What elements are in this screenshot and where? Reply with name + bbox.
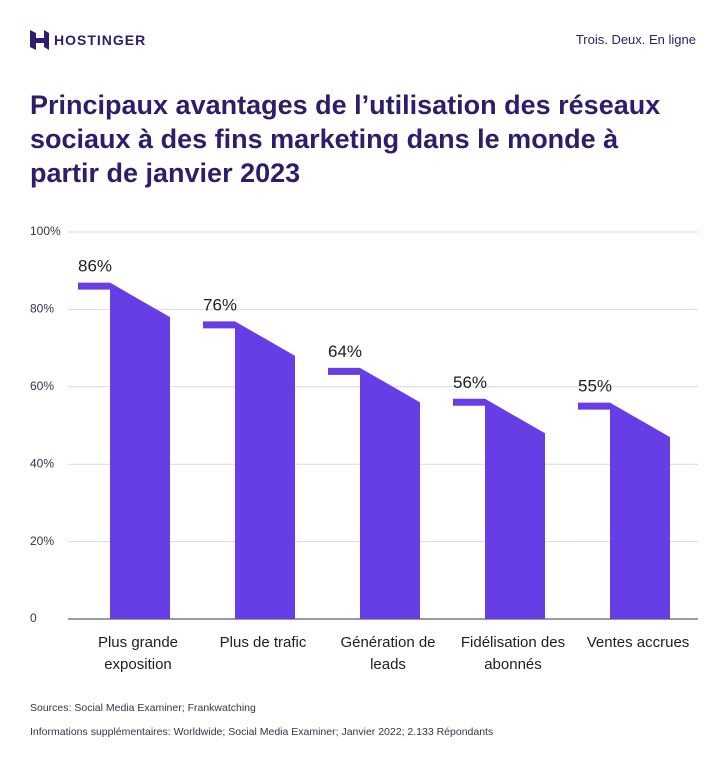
value-label: 76% xyxy=(203,295,237,314)
y-tick-label: 100% xyxy=(30,224,61,238)
tagline: Trois. Deux. En ligne xyxy=(575,32,696,47)
value-label: 86% xyxy=(78,257,112,276)
info: Informations supplémentaires: Worldwide;… xyxy=(30,726,494,738)
logo xyxy=(30,30,49,50)
y-tick-label: 40% xyxy=(30,456,54,470)
brand: HOSTINGER xyxy=(54,32,147,48)
x-tick-label: Génération de leads xyxy=(340,634,436,673)
value-label: 64% xyxy=(328,342,362,361)
y-tick-label: 20% xyxy=(30,534,54,548)
value-label: 56% xyxy=(453,373,487,392)
y-tick-label: 80% xyxy=(30,302,54,316)
y-tick-label: 0 xyxy=(30,611,37,625)
x-tick-label: Plus de trafic xyxy=(219,634,307,651)
bar xyxy=(453,398,545,619)
x-tick-label: Fidélisation des abonnés xyxy=(460,634,566,673)
y-tick-label: 60% xyxy=(30,379,54,393)
bar xyxy=(578,402,670,619)
sources: Sources: Social Media Examiner; Frankwat… xyxy=(30,702,256,714)
x-tick-label: Plus grande exposition xyxy=(97,634,179,673)
value-label: 55% xyxy=(578,377,612,396)
bar xyxy=(328,367,420,619)
bar xyxy=(203,321,295,619)
chart-title: Principaux avantages de l’utilisation de… xyxy=(30,90,661,188)
bar xyxy=(78,282,170,619)
x-tick-label: Ventes accrues xyxy=(586,634,690,651)
